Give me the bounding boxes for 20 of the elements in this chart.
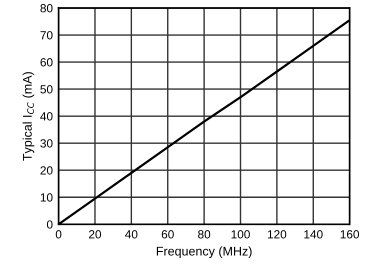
x-tick-label: 120 (268, 230, 286, 239)
y-tick-label: 50 (40, 85, 53, 94)
x-tick-label: 20 (89, 230, 102, 239)
x-axis-title: Frequency (MHz) (156, 246, 252, 258)
y-tick-label: 80 (40, 4, 53, 12)
y-tick-label: 10 (40, 193, 53, 202)
x-tick-label: 0 (56, 230, 62, 239)
x-tick-label: 60 (162, 230, 174, 239)
y-tick-label: 40 (40, 112, 53, 121)
y-axis-title: Typical I$_{CC}$ (mA) (22, 72, 34, 161)
x-tick-label: 40 (125, 230, 138, 239)
x-tick-label: 80 (198, 230, 210, 239)
x-tick-label: 160 (340, 230, 360, 239)
y-tick-label: 20 (40, 166, 53, 175)
x-tick-label: 100 (232, 230, 250, 239)
y-tick-label: 60 (40, 58, 53, 66)
x-tick-label: 140 (304, 230, 323, 239)
y-tick-label: 0 (46, 220, 53, 229)
y-tick-label: 70 (40, 31, 53, 40)
y-tick-label: 30 (40, 139, 53, 148)
